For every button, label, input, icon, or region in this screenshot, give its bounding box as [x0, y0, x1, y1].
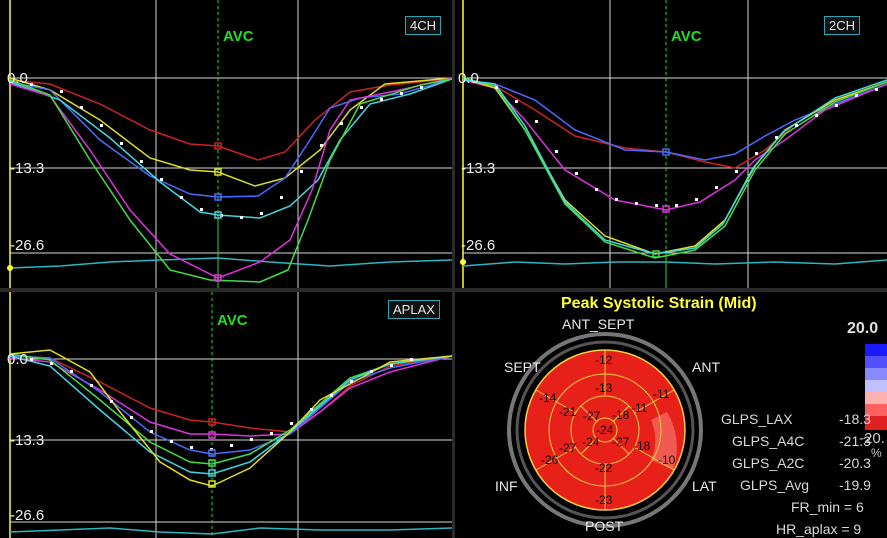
divider-vertical [452, 0, 455, 538]
segment-mid-inf: -27 [559, 441, 577, 455]
segment-outer-sept: -14 [539, 391, 557, 405]
view-tag-aplax[interactable]: APLAX [388, 300, 440, 319]
y-label-mid-2ch: -13.3 [461, 160, 496, 177]
segment-outer-post: -23 [595, 493, 613, 507]
strain-curves-4ch [7, 0, 452, 288]
strain-curves-aplax [9, 292, 452, 538]
glps-a2c-label: GLPS_A2C [732, 455, 805, 471]
scale-unit: % [871, 446, 882, 460]
y-label-zero-4ch: 0.0 [7, 70, 28, 87]
label-lat: LAT [692, 478, 717, 494]
segment-outer-ant-sept: -12 [595, 353, 613, 367]
strain-panel-4ch[interactable]: AVC 4CH 0.0 -13.3 -26.6 [0, 0, 452, 288]
glps-lax-value: -18.3 [839, 411, 871, 427]
bullseye-map[interactable]: -12 -11 -10 -23 -26 -14 -13 -11 -18 -22 … [455, 292, 887, 538]
glps-avg-value: -19.9 [839, 477, 871, 493]
glps-a2c-value: -20.3 [839, 455, 871, 471]
label-ant-sept: ANT_SEPT [562, 316, 635, 332]
label-sept: SEPT [504, 359, 541, 375]
avc-label-2ch: AVC [671, 28, 702, 45]
segment-apical-sept: -24 [582, 435, 600, 449]
y-label-low-2ch: -26.6 [461, 237, 496, 254]
bullseye-title: Peak Systolic Strain (Mid) [561, 295, 757, 312]
hr-aplax-value: HR_aplax = 9 [776, 521, 862, 537]
y-label-low-aplax: -26.6 [10, 507, 45, 524]
strain-curves-2ch [460, 0, 887, 288]
bullseye-panel: Peak Systolic Strain (Mid) -12 -11 -1 [455, 292, 887, 538]
segment-apex: -24 [596, 423, 614, 437]
scale-top-value: 20.0 [847, 320, 879, 337]
segment-outer-lat: -10 [658, 453, 676, 467]
avc-label-aplax: AVC [217, 312, 248, 329]
y-label-mid-4ch: -13.3 [10, 160, 45, 177]
segment-outer-inf: -26 [541, 453, 559, 467]
segment-mid-post: -22 [595, 461, 613, 475]
glps-avg-label: GLPS_Avg [740, 477, 810, 493]
segment-mid-ant-sept: -13 [595, 381, 613, 395]
glps-a4c-value: -21.3 [839, 433, 871, 449]
divider-horizontal [0, 288, 887, 292]
segment-outer-ant: -11 [653, 387, 670, 401]
strain-panel-2ch[interactable]: AVC 2CH 0.0 -13.3 -26.6 [455, 0, 887, 288]
view-tag-2ch[interactable]: 2CH [824, 16, 861, 35]
glps-a4c-label: GLPS_A4C [732, 433, 805, 449]
y-label-zero-2ch: 0.0 [458, 70, 479, 87]
y-label-low-4ch: -26.6 [10, 237, 45, 254]
strain-panel-aplax[interactable]: AVC APLAX 0.0 -13.3 -26.6 [0, 292, 452, 538]
label-inf: INF [495, 478, 518, 494]
segment-apical-inf: -27 [612, 435, 630, 449]
fr-min-value: FR_min = 6 [791, 499, 864, 515]
label-post: POST [585, 518, 624, 534]
segment-apical-lat: -18 [612, 408, 630, 422]
segment-mid-sept: -21 [559, 405, 577, 419]
segment-apical-ant: -27 [583, 409, 601, 423]
segment-mid-lat: -18 [633, 439, 651, 453]
y-label-zero-aplax: 0.0 [7, 351, 28, 368]
y-label-mid-aplax: -13.3 [10, 432, 45, 449]
avc-label-4ch: AVC [223, 28, 254, 45]
segment-mid-ant: -11 [631, 401, 648, 415]
color-scale-bar [865, 344, 887, 430]
label-ant: ANT [692, 359, 720, 375]
glps-lax-label: GLPS_LAX [721, 411, 793, 427]
scale-mid-value: -20. [859, 430, 885, 447]
view-tag-4ch[interactable]: 4CH [405, 16, 442, 35]
